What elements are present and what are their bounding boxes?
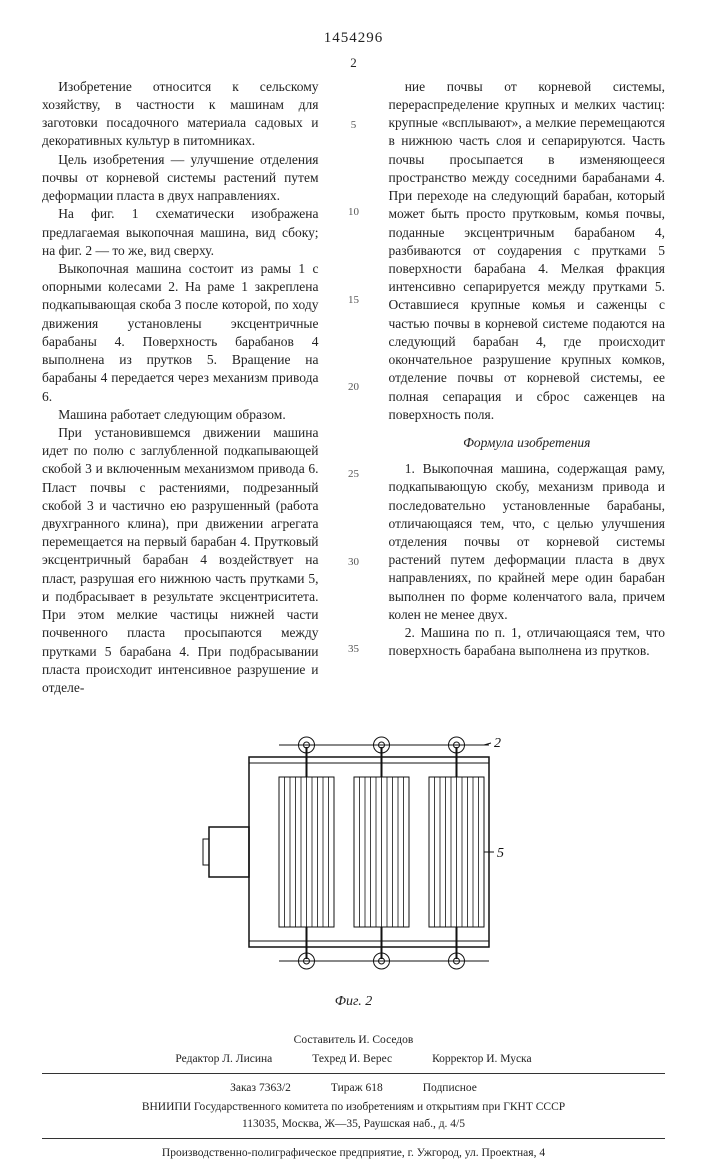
- claim: 1. Выкопочная машина, содержащая раму, п…: [389, 460, 666, 624]
- imprint-footer: Составитель И. Соседов Редактор Л. Лисин…: [42, 1032, 665, 1161]
- svg-text:2: 2: [494, 736, 501, 751]
- text-columns: Изобретение относится к сельскому хозяйс…: [42, 78, 665, 697]
- line-number-gutter: 5 10 15 20 25 30 35: [345, 78, 363, 697]
- paragraph: При установившемся движении машина идет …: [42, 424, 319, 697]
- paragraph: Цель изобретения — улучшение отделения п…: [42, 151, 319, 206]
- formula-title: Формула изобретения: [389, 434, 666, 452]
- right-column: ние почвы от корневой системы, перераспр…: [389, 78, 666, 697]
- line-marker: 15: [345, 293, 363, 308]
- compiler: Составитель И. Соседов: [42, 1032, 665, 1048]
- paragraph: Выкопочная машина состоит из рамы 1 с оп…: [42, 260, 319, 406]
- patent-number: 1454296: [42, 28, 665, 48]
- paragraph: На фиг. 1 схематически изображена предла…: [42, 205, 319, 260]
- line-marker: 10: [345, 205, 363, 220]
- page-number: 2: [42, 54, 665, 72]
- figure-caption: Фиг. 2: [42, 993, 665, 1012]
- print-run: Тираж 618: [331, 1080, 383, 1096]
- paragraph: ние почвы от корневой системы, перераспр…: [389, 78, 666, 424]
- tech-editor: Техред И. Верес: [312, 1051, 392, 1067]
- svg-text:5: 5: [497, 846, 504, 861]
- line-marker: 25: [345, 467, 363, 482]
- paragraph: Машина работает следующим образом.: [42, 406, 319, 424]
- subscription: Подписное: [423, 1080, 477, 1096]
- printing-house: Производственно-полиграфическое предприя…: [42, 1145, 665, 1161]
- line-marker: 30: [345, 555, 363, 570]
- line-marker: 35: [345, 642, 363, 657]
- line-marker: 5: [345, 118, 363, 133]
- proofreader: Корректор И. Муска: [432, 1051, 532, 1067]
- publisher: ВНИИПИ Государственного комитета по изоб…: [42, 1099, 665, 1115]
- figure-2: 2 5 Фиг. 2: [42, 727, 665, 1012]
- publisher-address: 113035, Москва, Ж—35, Раушская наб., д. …: [42, 1116, 665, 1132]
- editor: Редактор Л. Лисина: [175, 1051, 272, 1067]
- paragraph: Изобретение относится к сельскому хозяйс…: [42, 78, 319, 151]
- order-no: Заказ 7363/2: [230, 1080, 291, 1096]
- claim: 2. Машина по п. 1, отличающаяся тем, что…: [389, 624, 666, 660]
- left-column: Изобретение относится к сельскому хозяйс…: [42, 78, 319, 697]
- line-marker: 20: [345, 380, 363, 395]
